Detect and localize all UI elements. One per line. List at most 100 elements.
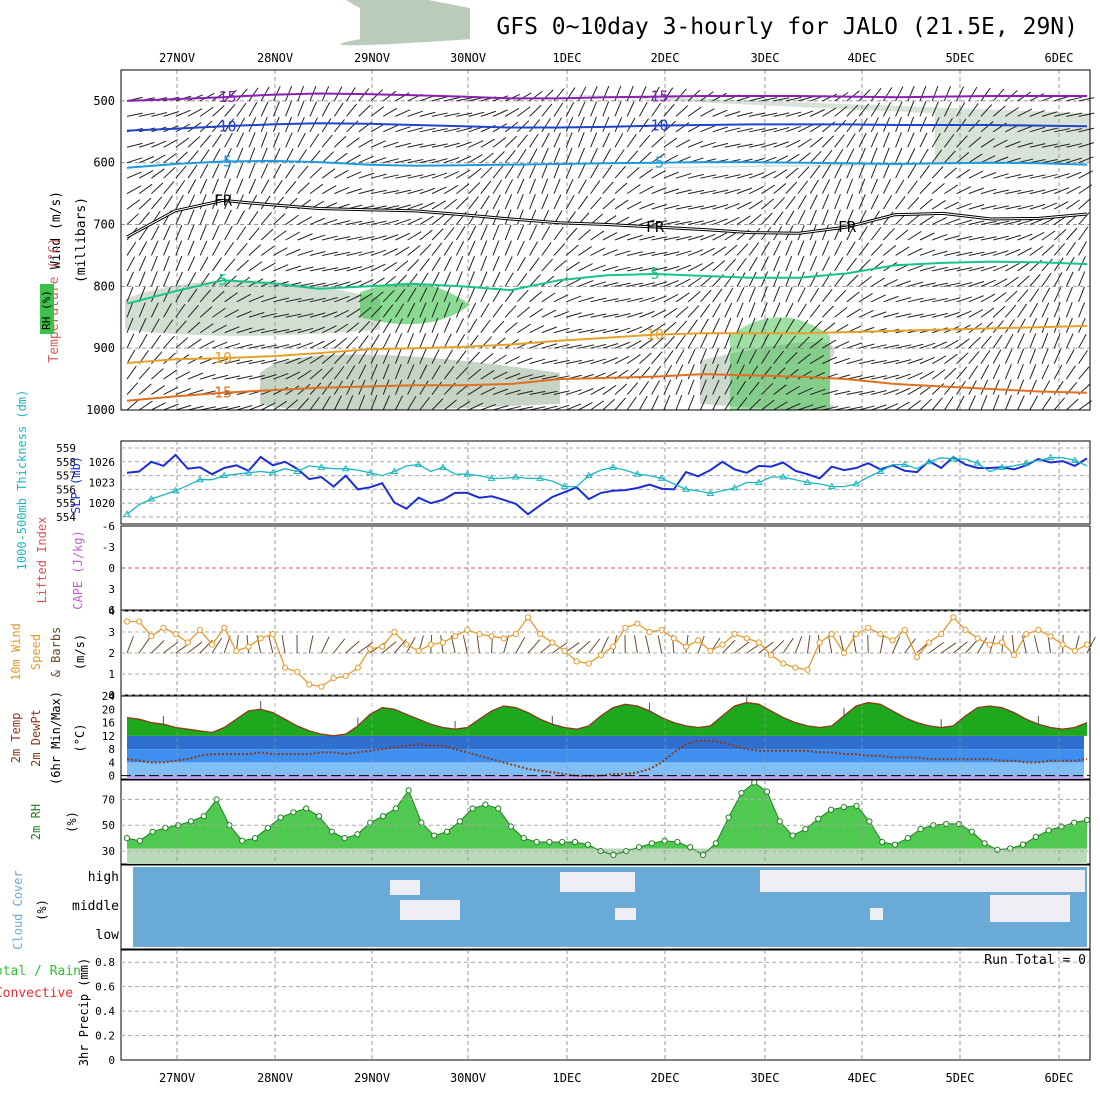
cloud-level-label: high xyxy=(88,870,119,885)
wind-speed-point xyxy=(477,632,482,637)
wind-tick-label: 3 xyxy=(108,626,115,639)
wind-speed-point xyxy=(635,621,640,626)
wind-speed-point xyxy=(805,667,810,672)
precip-tick-label: 0.8 xyxy=(95,956,115,969)
rh2m-point xyxy=(1046,828,1051,833)
temp2m-axis-label: 2m Temp xyxy=(9,713,23,764)
rh2m-point xyxy=(880,839,885,844)
rh2m-point xyxy=(982,841,987,846)
wind-speed-point xyxy=(185,640,190,645)
wind-speed-point xyxy=(963,627,968,632)
rh2m-point xyxy=(572,839,577,844)
pressure-tick-label: 700 xyxy=(93,218,115,232)
rh2m-point xyxy=(675,839,680,844)
rh2m-tick-label: 70 xyxy=(102,793,115,806)
bottom-date-label: 3DEC xyxy=(751,1071,780,1085)
cloud-axis-label: Cloud Cover xyxy=(11,870,25,949)
contour-label: 15 xyxy=(214,384,232,402)
rh-shade-blob xyxy=(340,0,470,45)
wind-speed-point xyxy=(319,684,324,689)
contour-label: -10 xyxy=(209,117,236,135)
wind-speed-point xyxy=(307,682,312,687)
rh2m-point xyxy=(496,806,501,811)
rh2m-point xyxy=(688,845,693,850)
wind-speed-point xyxy=(586,661,591,666)
pressure-tick-label: 600 xyxy=(93,156,115,170)
contour-label: 5 xyxy=(218,271,227,289)
contour-label: -5 xyxy=(646,154,664,172)
rh2m-point xyxy=(1020,842,1025,847)
dewpt2m-axis-label: 2m DewPt xyxy=(29,709,43,767)
pressure-tick-label: 900 xyxy=(93,341,115,355)
cloud-clear-area xyxy=(870,908,883,920)
rh2m-point xyxy=(163,825,168,830)
rh2m-point xyxy=(380,814,385,819)
lifted-index-tick-label: -3 xyxy=(102,541,115,554)
wind-speed-point xyxy=(793,665,798,670)
wind-speed-point xyxy=(878,632,883,637)
wind-tick-label: 1 xyxy=(108,668,115,681)
rh-axis-label: RH (%) xyxy=(40,290,53,330)
wind-speed-point xyxy=(768,653,773,658)
wind-speed-point xyxy=(939,632,944,637)
rh2m-point xyxy=(278,815,283,820)
rh2m-point xyxy=(470,806,475,811)
rh2m-point xyxy=(841,805,846,810)
wind-speed-point xyxy=(671,636,676,641)
wind-speed-point xyxy=(1084,642,1089,647)
top-date-label: 27NOV xyxy=(159,51,195,65)
temperature-tick-label: 4 xyxy=(108,756,115,769)
rh2m-point xyxy=(611,852,616,857)
bottom-date-label: 6DEC xyxy=(1045,1071,1074,1085)
wind-speed-point xyxy=(234,648,239,653)
top-date-label: 4DEC xyxy=(848,51,877,65)
contour-label: FR xyxy=(838,218,857,236)
rh2m-point xyxy=(534,839,539,844)
rh2m-point xyxy=(803,827,808,832)
wind-speed-point xyxy=(975,636,980,641)
top-date-label: 28NOV xyxy=(257,51,293,65)
rh2m-point xyxy=(969,829,974,834)
rh2m-point xyxy=(444,829,449,834)
temperature-tick-label: 12 xyxy=(102,730,115,743)
wind-speed-point xyxy=(501,636,506,641)
wind-speed-point xyxy=(465,627,470,632)
top-date-label: 3DEC xyxy=(751,51,780,65)
pressure-tick-label: 500 xyxy=(93,94,115,108)
temperature-band xyxy=(127,736,1084,749)
wind-speed-point xyxy=(744,636,749,641)
precip-units-label: 3hr Precip (mm) xyxy=(77,958,91,1066)
rh2m-point xyxy=(188,819,193,824)
wind-speed-point xyxy=(914,655,919,660)
wind-speed-point xyxy=(258,636,263,641)
rh2m-point xyxy=(649,841,654,846)
cloud-clear-area xyxy=(390,880,420,895)
surface-wind-barb xyxy=(868,635,869,653)
contour-label: 10 xyxy=(214,349,232,367)
contour-label: FR xyxy=(214,191,233,209)
rh2m-point xyxy=(777,819,782,824)
wind-speed-point xyxy=(1060,642,1065,647)
pressure-tick-label: 1000 xyxy=(86,403,115,417)
rh2m-point xyxy=(854,803,859,808)
rh2m-point xyxy=(393,806,398,811)
rh2m-point xyxy=(483,802,488,807)
pressure-tick-label: 800 xyxy=(93,279,115,293)
wind-speed-point xyxy=(270,632,275,637)
wind-tick-label: 4 xyxy=(108,605,115,618)
wind-speed-point xyxy=(550,640,555,645)
wind-speed-point xyxy=(367,646,372,651)
cloud-clear-area xyxy=(560,872,635,892)
wind-speed-point xyxy=(683,644,688,649)
rh2m-point xyxy=(457,819,462,824)
wind-speed-point xyxy=(902,627,907,632)
rh2m-point xyxy=(201,814,206,819)
rh2m-point xyxy=(1033,834,1038,839)
wind-speed-point xyxy=(1024,632,1029,637)
bottom-date-label: 1DEC xyxy=(553,1071,582,1085)
lifted-index-tick-label: 0 xyxy=(108,562,115,575)
wind-speed-point xyxy=(525,615,530,620)
rh2m-point xyxy=(918,827,923,832)
temperature-tick-label: 24 xyxy=(102,690,116,703)
